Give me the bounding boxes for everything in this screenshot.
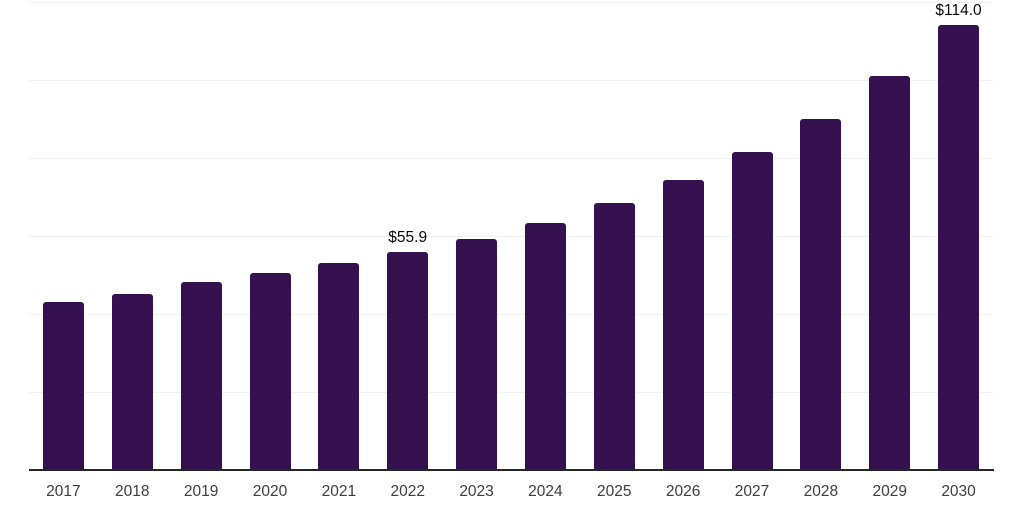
gridline-y-100 xyxy=(29,79,993,81)
x-tick-2028: 2028 xyxy=(803,483,839,500)
bar-2018 xyxy=(111,293,153,470)
bar-value-label-2022: $55.9 xyxy=(388,228,428,246)
x-tick-2018: 2018 xyxy=(115,483,150,500)
x-tick-2025: 2025 xyxy=(597,483,632,500)
bar-2020 xyxy=(249,273,291,470)
bar-2027 xyxy=(731,152,773,470)
gridline-y-20 xyxy=(29,391,993,393)
bar-2025 xyxy=(593,202,635,470)
x-tick-2020: 2020 xyxy=(252,483,288,500)
x-tick-2030: 2030 xyxy=(941,483,976,500)
x-tick-2023: 2023 xyxy=(459,483,494,500)
bar-2028 xyxy=(800,119,842,470)
x-tick-2026: 2026 xyxy=(665,483,701,500)
bar-2029 xyxy=(869,76,911,470)
bar-2019 xyxy=(180,282,222,470)
bar-2030 xyxy=(938,24,980,470)
x-axis-line xyxy=(29,469,994,471)
gridline-y-40 xyxy=(29,313,993,315)
x-tick-2022: 2022 xyxy=(390,483,425,500)
x-tick-2017: 2017 xyxy=(46,483,81,500)
bar-2017 xyxy=(42,302,84,470)
x-tick-2029: 2029 xyxy=(872,483,907,500)
x-tick-2024: 2024 xyxy=(528,483,563,500)
gridline-y-60 xyxy=(29,235,993,237)
x-axis-tick-labels: 2017 2018 2019 2020 2021 2022 2023 2024 2025 2026… xyxy=(29,482,993,504)
x-tick-2021: 2021 xyxy=(321,483,357,500)
bar-2021 xyxy=(318,263,360,470)
gridline-y-80 xyxy=(29,157,993,159)
bar-2026 xyxy=(662,179,704,470)
x-tick-2019: 2019 xyxy=(183,483,219,500)
plot-area: $55.9 $114.0 xyxy=(29,1,993,470)
bar-2024 xyxy=(524,222,566,470)
bar-2022 xyxy=(387,251,429,470)
bar-value-label-2030: $114.0 xyxy=(935,1,982,19)
gridline-y-120 xyxy=(29,1,993,3)
x-tick-2027: 2027 xyxy=(734,483,770,500)
bar-2023 xyxy=(456,238,498,470)
